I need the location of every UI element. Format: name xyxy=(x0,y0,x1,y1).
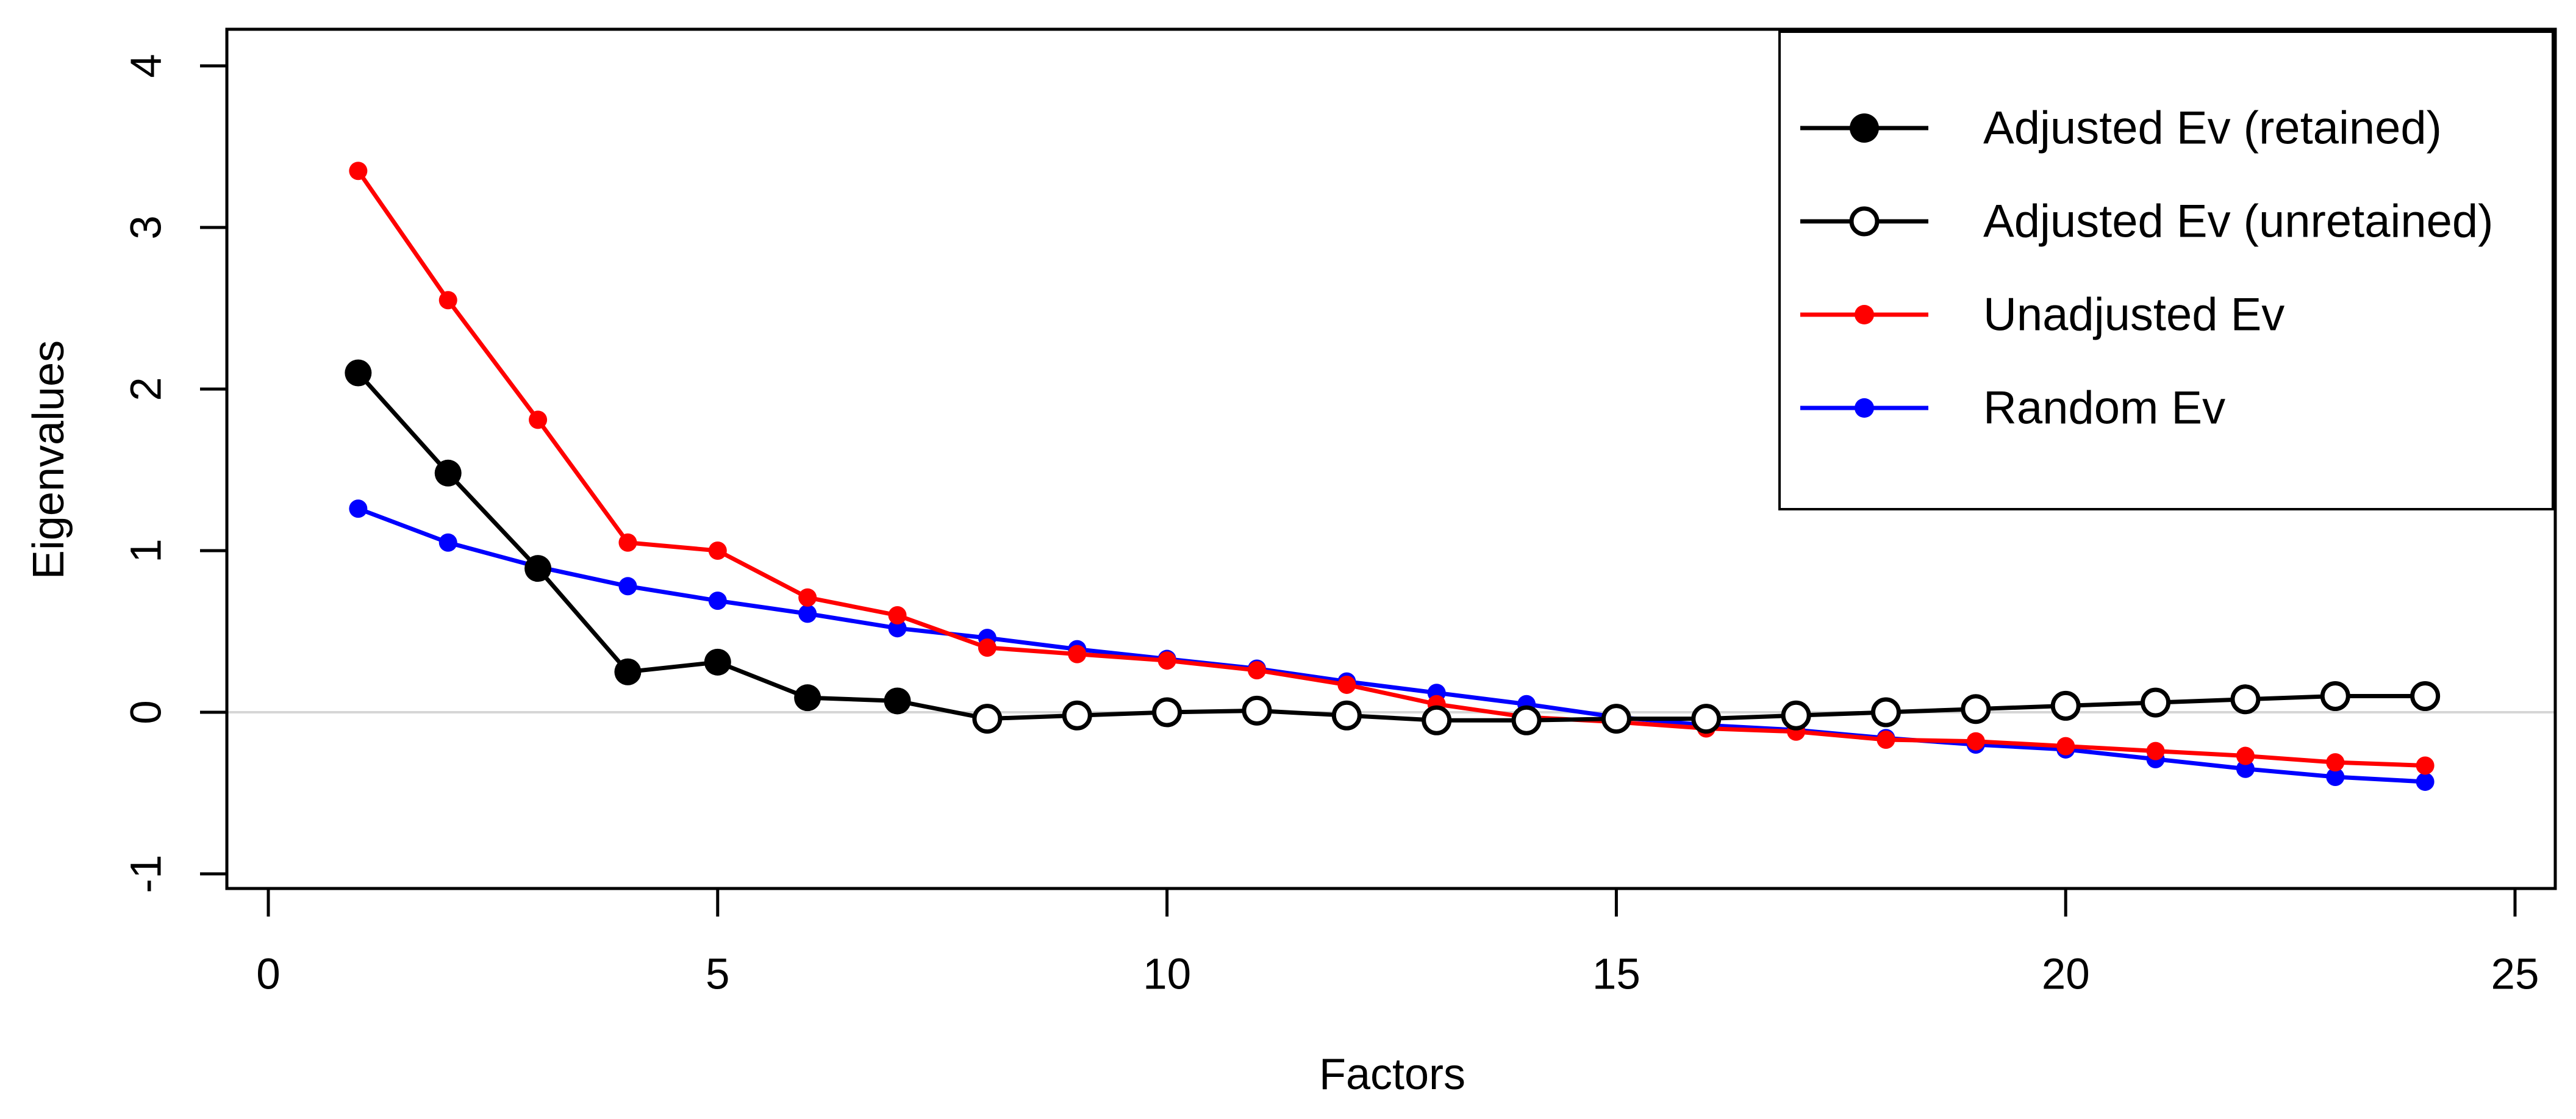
data-point xyxy=(1337,675,1356,694)
legend-label: Unadjusted Ev xyxy=(1983,289,2284,341)
data-point xyxy=(434,459,462,487)
data-point-open xyxy=(1601,704,1631,734)
data-point xyxy=(888,606,907,624)
data-point xyxy=(884,687,911,715)
y-tick-label: 0 xyxy=(123,700,171,724)
data-point xyxy=(888,619,907,638)
y-tick-label: 4 xyxy=(123,54,171,78)
data-point-open xyxy=(972,704,1003,734)
legend: Adjusted Ev (retained) Adjusted Ev (unre… xyxy=(1778,30,2554,510)
data-point-open xyxy=(1152,697,1182,728)
x-tick-label: 10 xyxy=(1143,951,1191,999)
data-point xyxy=(1157,651,1176,670)
legend-item-unadjusted: Unadjusted Ev xyxy=(1800,289,2284,341)
data-point-open xyxy=(1422,705,1452,735)
data-point xyxy=(524,555,552,582)
data-point-open xyxy=(1870,697,1901,728)
data-point-open xyxy=(1511,705,1542,735)
legend-label: Adjusted Ev (unretained) xyxy=(1983,196,2493,248)
data-point xyxy=(2326,768,2345,786)
data-point-open xyxy=(2230,684,2261,715)
series-line-adjusted-ev xyxy=(356,371,2425,723)
data-point xyxy=(1247,661,1266,680)
data-point xyxy=(794,684,821,712)
legend-item-adjusted-retained: Adjusted Ev (retained) xyxy=(1800,102,2442,154)
x-axis-title: Factors xyxy=(1319,1050,1465,1099)
data-point xyxy=(1877,731,1895,749)
data-point xyxy=(438,533,457,552)
series-line-random-ev xyxy=(357,506,2425,784)
filled-circle-icon xyxy=(1855,305,1874,324)
x-tick-label: 25 xyxy=(2491,951,2539,999)
data-point-open xyxy=(1331,700,1362,731)
data-point xyxy=(798,588,817,607)
data-point xyxy=(2236,746,2255,765)
data-point xyxy=(2056,737,2075,756)
y-tick-label: -1 xyxy=(123,854,171,893)
series-group xyxy=(345,162,2441,791)
y-tick-label: 2 xyxy=(123,377,171,401)
data-point xyxy=(2146,742,2165,760)
data-point-open xyxy=(2410,681,2441,711)
data-point xyxy=(2326,753,2345,772)
y-tick-label: 3 xyxy=(123,215,171,240)
x-tick-label: 0 xyxy=(256,951,281,999)
data-point xyxy=(2416,772,2435,791)
data-point-open xyxy=(2320,681,2350,711)
data-point xyxy=(2236,759,2255,778)
data-point xyxy=(438,291,457,310)
data-point xyxy=(349,499,368,518)
data-point xyxy=(618,577,637,596)
legend-label: Random Ev xyxy=(1983,382,2225,434)
data-point xyxy=(708,542,727,560)
legend-box xyxy=(1778,30,2554,510)
data-point xyxy=(1966,732,1985,751)
y-tick-label: 1 xyxy=(123,538,171,563)
data-point xyxy=(618,533,637,552)
data-point xyxy=(345,359,372,387)
data-point-open xyxy=(1781,700,1811,731)
data-point xyxy=(614,658,642,685)
data-point-open xyxy=(1062,700,1092,731)
data-point-open xyxy=(1961,694,1991,724)
x-tick-label: 20 xyxy=(2042,951,2090,999)
data-point xyxy=(704,648,731,676)
filled-circle-icon xyxy=(1855,398,1874,418)
plot-box xyxy=(225,27,2557,890)
series-line-unadjusted-ev xyxy=(356,170,2425,768)
data-point-open xyxy=(2050,690,2081,721)
legend-label: Adjusted Ev (retained) xyxy=(1983,102,2442,154)
y-axis-title: Eigenvalues xyxy=(24,340,73,579)
legend-item-random: Random Ev xyxy=(1800,382,2225,434)
x-tick-label: 15 xyxy=(1592,951,1640,999)
data-point xyxy=(2416,756,2435,775)
data-point xyxy=(978,638,996,657)
series-adjusted-ev xyxy=(345,359,2441,735)
data-point-open xyxy=(2141,687,2171,718)
legend-item-adjusted-unretained: Adjusted Ev (unretained) xyxy=(1800,196,2493,248)
data-point xyxy=(1068,645,1087,663)
data-point-open xyxy=(1691,704,1722,734)
series-unadjusted-ev xyxy=(349,162,2435,775)
data-point xyxy=(708,592,727,610)
x-tick-label: 5 xyxy=(706,951,730,999)
open-circle-icon xyxy=(1849,206,1880,237)
data-point xyxy=(529,410,548,429)
axes: 0 5 10 15 20 25 -1 0 1 2 3 4 xyxy=(123,54,2539,998)
data-point-open xyxy=(1242,695,1272,726)
data-point xyxy=(349,162,368,181)
data-point xyxy=(798,604,817,623)
filled-circle-icon xyxy=(1850,113,1879,143)
